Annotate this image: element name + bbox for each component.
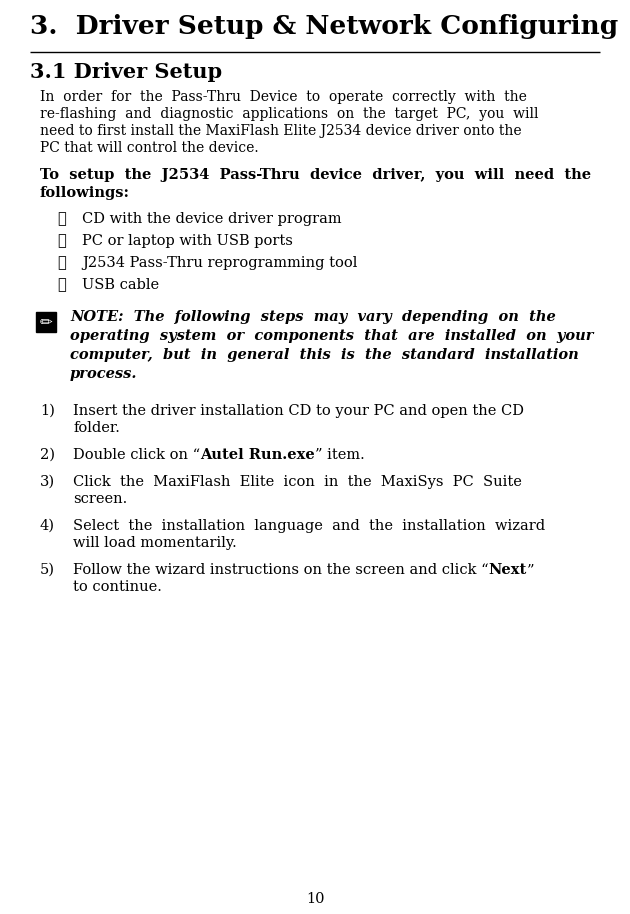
Text: 1): 1) [40, 404, 55, 418]
Text: Next: Next [489, 563, 527, 577]
Text: Autel Run.exe: Autel Run.exe [200, 448, 315, 462]
Text: will load momentarily.: will load momentarily. [73, 536, 237, 550]
Text: Select  the  installation  language  and  the  installation  wizard: Select the installation language and the… [73, 519, 545, 533]
Text: ✓: ✓ [57, 278, 66, 292]
Text: NOTE:  The  following  steps  may  vary  depending  on  the: NOTE: The following steps may vary depen… [70, 310, 556, 324]
Text: 10: 10 [306, 892, 324, 906]
Text: Insert the driver installation CD to your PC and open the CD: Insert the driver installation CD to you… [73, 404, 524, 418]
Text: ✓: ✓ [57, 256, 66, 270]
Text: Follow the wizard instructions on the screen and click “: Follow the wizard instructions on the sc… [73, 563, 489, 577]
Text: folder.: folder. [73, 421, 120, 435]
Text: 5): 5) [40, 563, 55, 577]
Text: CD with the device driver program: CD with the device driver program [82, 212, 341, 226]
Text: To  setup  the  J2534  Pass-Thru  device  driver,  you  will  need  the: To setup the J2534 Pass-Thru device driv… [40, 168, 591, 182]
Text: 3.1 Driver Setup: 3.1 Driver Setup [30, 62, 222, 82]
Text: screen.: screen. [73, 492, 127, 506]
Text: PC that will control the device.: PC that will control the device. [40, 141, 259, 155]
Text: need to first install the MaxiFlash Elite J2534 device driver onto the: need to first install the MaxiFlash Elit… [40, 124, 522, 138]
Text: computer,  but  in  general  this  is  the  standard  installation: computer, but in general this is the sta… [70, 348, 579, 362]
Text: 2): 2) [40, 448, 55, 462]
Text: 3.  Driver Setup & Network Configuring: 3. Driver Setup & Network Configuring [30, 14, 618, 39]
Text: USB cable: USB cable [82, 278, 159, 292]
Text: ”: ” [527, 563, 534, 577]
Text: PC or laptop with USB ports: PC or laptop with USB ports [82, 234, 293, 248]
Text: 3): 3) [40, 475, 55, 489]
Text: operating  system  or  components  that  are  installed  on  your: operating system or components that are … [70, 329, 593, 343]
Text: process.: process. [70, 367, 137, 381]
Text: In  order  for  the  Pass-Thru  Device  to  operate  correctly  with  the: In order for the Pass-Thru Device to ope… [40, 90, 527, 104]
Text: to continue.: to continue. [73, 580, 162, 594]
Text: followings:: followings: [40, 186, 130, 200]
Text: ✏: ✏ [40, 314, 52, 330]
Text: 4): 4) [40, 519, 55, 533]
Text: ” item.: ” item. [315, 448, 365, 462]
Bar [36, 312, 56, 332]
Text: re-flashing  and  diagnostic  applications  on  the  target  PC,  you  will: re-flashing and diagnostic applications … [40, 107, 539, 121]
Text: Double click on “: Double click on “ [73, 448, 200, 462]
Text: Click  the  MaxiFlash  Elite  icon  in  the  MaxiSys  PC  Suite: Click the MaxiFlash Elite icon in the Ma… [73, 475, 522, 489]
Text: ✓: ✓ [57, 212, 66, 226]
Text: J2534 Pass-Thru reprogramming tool: J2534 Pass-Thru reprogramming tool [82, 256, 357, 270]
Text: ✓: ✓ [57, 234, 66, 248]
